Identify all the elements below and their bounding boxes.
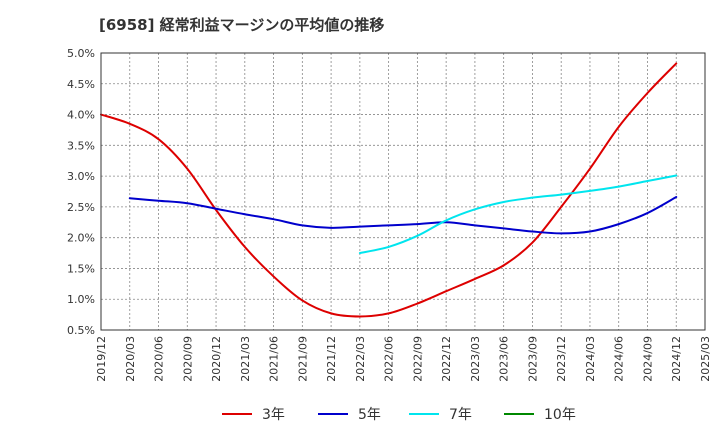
x-tick-label: 2023/06	[498, 336, 511, 382]
x-tick-label: 2023/09	[526, 336, 539, 382]
y-tick-label: 3.0%	[67, 170, 95, 183]
series-line-1	[100, 62, 678, 318]
x-tick-label: 2024/06	[613, 336, 626, 382]
x-tick-label: 2021/12	[325, 336, 338, 382]
x-tick-label: 2025/03	[699, 336, 712, 382]
y-tick-label: 1.5%	[67, 262, 95, 275]
x-tick-label: 2020/12	[210, 336, 223, 382]
x-tick-label: 2020/09	[181, 336, 194, 382]
legend-label-3: 7年	[449, 407, 472, 423]
series-line-2	[128, 196, 678, 235]
y-axis-tick-labels: 0.5% 1.0% 1.5% 2.0% 2.5% 3.0% 3.5% 4.0% 4.5% 5.0%	[67, 47, 95, 337]
x-tick-label: 2023/12	[555, 336, 568, 382]
x-tick-label: 2021/03	[239, 336, 252, 382]
legend-label-2: 5年	[358, 407, 381, 423]
x-tick-label: 2020/06	[153, 336, 166, 382]
x-tick-label: 2023/03	[469, 336, 482, 382]
plot-background	[101, 53, 705, 330]
y-tick-label: 0.5%	[67, 324, 95, 337]
series-line-3	[358, 174, 678, 255]
x-tick-label: 2020/03	[124, 336, 137, 382]
series-lines	[100, 62, 678, 318]
legend-label-4: 10年	[544, 407, 576, 423]
y-tick-label: 2.5%	[67, 201, 95, 214]
legend: 3年 5年 7年 10年	[222, 407, 576, 423]
y-tick-label: 4.5%	[67, 78, 95, 91]
x-tick-label: 2021/06	[268, 336, 281, 382]
x-tick-label: 2022/09	[411, 336, 424, 382]
x-tick-label: 2019/12	[95, 336, 108, 382]
x-tick-label: 2022/12	[440, 336, 453, 382]
x-tick-label: 2022/06	[383, 336, 396, 382]
x-tick-label: 2024/12	[670, 336, 683, 382]
y-tick-label: 2.0%	[67, 232, 95, 245]
x-tick-label: 2024/09	[641, 336, 654, 382]
x-tick-label: 2021/09	[296, 336, 309, 382]
legend-label-1: 3年	[262, 407, 285, 423]
y-tick-label: 3.5%	[67, 139, 95, 152]
y-tick-label: 4.0%	[67, 109, 95, 122]
chart-title: [6958] 経常利益マージンの平均値の推移	[99, 16, 385, 34]
y-tick-label: 1.0%	[67, 293, 95, 306]
x-tick-label: 2022/03	[354, 336, 367, 382]
x-axis-tick-labels: 2019/12 2020/03 2020/06 2020/09 2020/12 2021/…	[95, 336, 712, 382]
x-tick-label: 2024/03	[584, 336, 597, 382]
y-tick-label: 5.0%	[67, 47, 95, 60]
plot-border	[100, 52, 706, 331]
